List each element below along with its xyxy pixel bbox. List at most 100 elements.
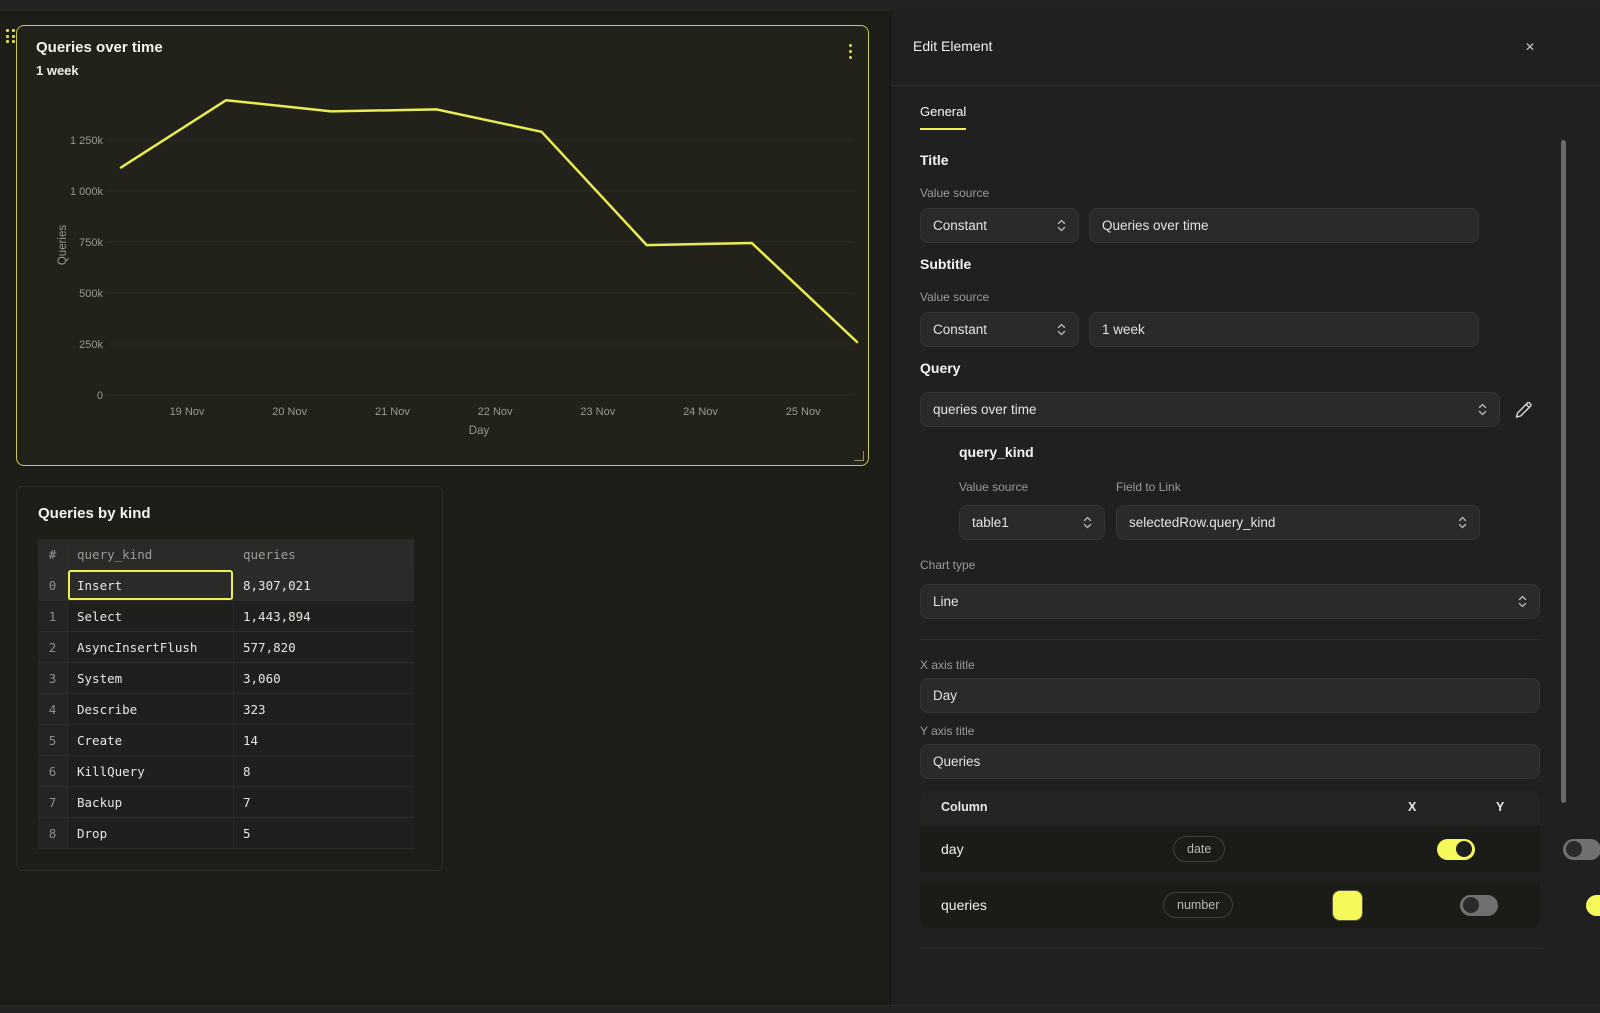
table-cell[interactable]: 5 <box>38 725 67 756</box>
table-cell[interactable]: 1 <box>38 601 67 632</box>
title-section-heading: Title <box>920 152 949 168</box>
y-axis-title-value: Queries <box>933 754 981 769</box>
subtitle-value-source-label: Value source <box>920 290 990 304</box>
table-cell[interactable]: 5 <box>233 818 414 849</box>
select-chevron-icon <box>1478 403 1487 416</box>
field-to-link-label: Field to Link <box>1116 480 1181 494</box>
table-cell[interactable]: 8 <box>38 818 67 849</box>
subtitle-source-select[interactable]: Constant <box>920 312 1079 347</box>
svg-text:20 Nov: 20 Nov <box>272 406 307 418</box>
table-title: Queries by kind <box>38 505 151 522</box>
table-cell[interactable]: AsyncInsertFlush <box>67 632 233 663</box>
column-name: day <box>941 841 964 857</box>
title-value-source-label: Value source <box>920 186 990 200</box>
x-axis-title-input[interactable]: Day <box>920 678 1540 713</box>
resize-handle[interactable] <box>854 451 864 461</box>
x-toggle[interactable] <box>1436 838 1475 860</box>
y-toggle[interactable] <box>1562 838 1600 860</box>
svg-text:500k: 500k <box>79 288 103 300</box>
window-bottom-strip <box>0 1005 1600 1013</box>
subtitle-source-value: Constant <box>933 322 988 337</box>
table-cell[interactable]: 14 <box>233 725 414 756</box>
query-kind-source-label: Value source <box>959 480 1029 494</box>
table-cell[interactable]: Create <box>67 725 233 756</box>
table-cell[interactable]: System <box>67 663 233 694</box>
chart-subtitle: 1 week <box>36 63 79 78</box>
svg-text:750k: 750k <box>79 237 103 249</box>
svg-text:0: 0 <box>97 390 103 402</box>
columns-header-label: Column <box>941 800 988 814</box>
table-cell[interactable]: 2 <box>38 632 67 663</box>
tab-general[interactable]: General <box>920 104 967 130</box>
table-cell[interactable]: 3 <box>38 663 67 694</box>
table-cell[interactable]: 3,060 <box>233 663 414 694</box>
svg-text:250k: 250k <box>79 339 103 351</box>
field-to-link-select[interactable]: selectedRow.query_kind <box>1116 505 1480 540</box>
section-divider <box>920 948 1540 949</box>
svg-text:Day: Day <box>469 425 490 437</box>
queries-by-kind-table: # query_kind queries 0 Insert 8,307,021 1 Selec… <box>38 539 414 849</box>
table-cell[interactable]: 577,820 <box>233 632 414 663</box>
table-cell[interactable]: 7 <box>233 787 414 818</box>
x-toggle[interactable] <box>1459 894 1498 916</box>
title-value-text: Queries over time <box>1102 218 1209 233</box>
close-icon[interactable]: ✕ <box>1524 40 1536 54</box>
table-cell[interactable]: 323 <box>233 694 414 725</box>
drag-handle-icon[interactable] <box>6 29 15 43</box>
type-badge: date <box>1173 836 1226 862</box>
edit-element-panel: Edit Element ✕ General Title Value sourc… <box>890 10 1600 1005</box>
table-cell[interactable]: 7 <box>38 787 67 818</box>
table-cell[interactable]: Insert <box>67 570 233 601</box>
title-source-value: Constant <box>933 218 988 233</box>
series-color-swatch[interactable] <box>1332 889 1363 921</box>
line-chart: 0 250k 500k 750k 1 000k 1 250k 19 Nov 20 Nov 21 … <box>57 98 859 437</box>
table-element-panel[interactable]: Queries by kind # query_kind queries 0 Inser… <box>16 486 443 871</box>
select-chevron-icon <box>1518 595 1527 608</box>
chart-element-panel[interactable]: Queries over time 1 week 0 250k 500k 750k 1 … <box>16 25 869 466</box>
chart-title: Queries over time <box>36 39 163 56</box>
subtitle-value-text: 1 week <box>1102 322 1145 337</box>
table-cell[interactable]: 0 <box>38 570 67 601</box>
query-kind-source-select[interactable]: table1 <box>959 505 1105 540</box>
subtitle-section-heading: Subtitle <box>920 256 972 272</box>
subtitle-value-input[interactable]: 1 week <box>1089 312 1479 347</box>
table-cell[interactable]: 1,443,894 <box>233 601 414 632</box>
table-cell[interactable]: 8,307,021 <box>233 570 414 601</box>
query-select[interactable]: queries over time <box>920 392 1500 427</box>
x-header-label: X <box>1408 800 1417 814</box>
column-row-queries: queries number <box>920 882 1600 928</box>
title-source-select[interactable]: Constant <box>920 208 1079 243</box>
table-cell[interactable]: KillQuery <box>67 756 233 787</box>
y-axis-title-input[interactable]: Queries <box>920 744 1540 779</box>
window-top-strip <box>0 0 1600 11</box>
chart-type-select[interactable]: Line <box>920 584 1540 619</box>
table-cell[interactable]: Describe <box>67 694 233 725</box>
editor-scrollbar[interactable] <box>1561 140 1566 803</box>
select-chevron-icon <box>1083 516 1092 529</box>
x-axis-title-value: Day <box>933 688 958 703</box>
dashboard-canvas: Queries over time 1 week 0 250k 500k 750k 1 … <box>0 11 890 1005</box>
edit-query-pencil-icon[interactable] <box>1511 398 1535 422</box>
column-row-day: day date <box>920 826 1600 872</box>
table-header: query_kind <box>67 539 233 570</box>
table-cell[interactable]: 8 <box>233 756 414 787</box>
svg-text:24 Nov: 24 Nov <box>683 406 718 418</box>
y-toggle[interactable] <box>1585 894 1600 916</box>
field-to-link-value: selectedRow.query_kind <box>1129 515 1276 530</box>
table-header: # <box>38 539 67 570</box>
chart-type-label: Chart type <box>920 558 976 572</box>
svg-text:25 Nov: 25 Nov <box>786 406 821 418</box>
svg-text:19 Nov: 19 Nov <box>170 406 205 418</box>
editor-header: Edit Element ✕ <box>891 10 1600 86</box>
kebab-menu-icon[interactable] <box>845 40 856 63</box>
table-cell[interactable]: 6 <box>38 756 67 787</box>
table-cell[interactable]: 4 <box>38 694 67 725</box>
table-cell[interactable]: Drop <box>67 818 233 849</box>
select-chevron-icon <box>1057 323 1066 336</box>
y-header-label: Y <box>1496 800 1505 814</box>
table-cell[interactable]: Select <box>67 601 233 632</box>
query-kind-heading: query_kind <box>959 444 1034 460</box>
title-value-input[interactable]: Queries over time <box>1089 208 1479 243</box>
table-cell[interactable]: Backup <box>67 787 233 818</box>
svg-text:1 000k: 1 000k <box>70 186 104 198</box>
